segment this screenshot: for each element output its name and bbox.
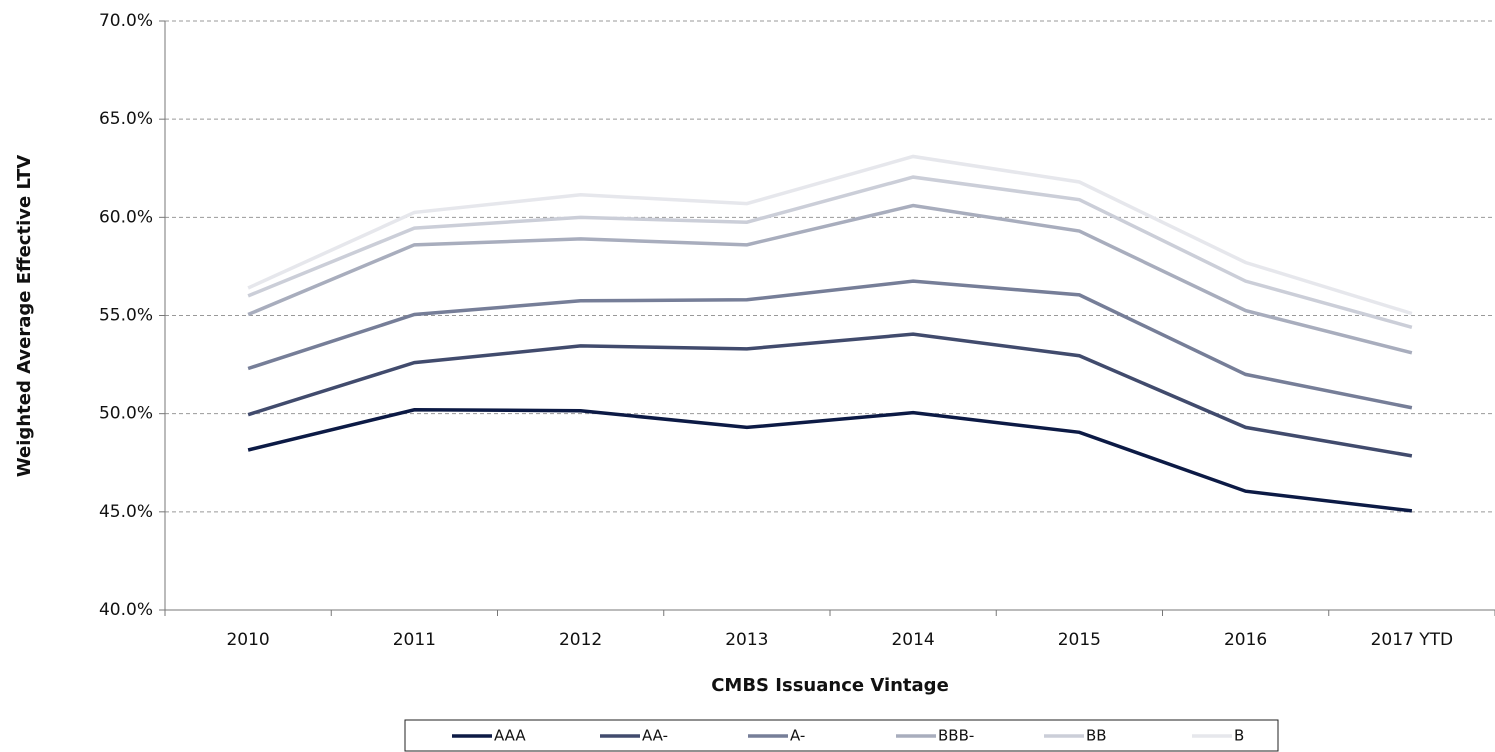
legend-box <box>404 719 1279 752</box>
legend-label: BB <box>1086 727 1107 745</box>
legend-label: B <box>1234 727 1244 745</box>
y-tick-label: 50.0% <box>99 404 153 424</box>
series-line <box>247 332 1413 458</box>
legend-label: A- <box>790 727 805 745</box>
y-tick-label: 45.0% <box>99 502 153 522</box>
y-axis-title: Weighted Average Effective LTV <box>14 155 35 477</box>
series-line <box>247 175 1413 329</box>
y-tick-label: 70.0% <box>99 11 153 31</box>
series-line <box>247 203 1413 355</box>
x-tick-label: 2017 YTD <box>1371 630 1454 650</box>
series-line <box>247 407 1413 513</box>
x-tick-label: 2014 <box>891 630 934 650</box>
y-tick-label: 60.0% <box>99 207 153 227</box>
legend-label: AA- <box>642 727 668 745</box>
x-tick-label: 2013 <box>725 630 768 650</box>
x-tick-label: 2012 <box>559 630 602 650</box>
x-tick-label: 2011 <box>393 630 436 650</box>
x-tick-label: 2010 <box>226 630 269 650</box>
legend-label: AAA <box>494 727 526 745</box>
x-tick-label: 2016 <box>1224 630 1267 650</box>
legend-label: BBB- <box>938 727 974 745</box>
y-tick-label: 40.0% <box>99 600 153 620</box>
x-tick-label: 2015 <box>1058 630 1101 650</box>
y-tick-label: 55.0% <box>99 306 153 326</box>
x-axis-title: CMBS Issuance Vintage <box>711 675 949 696</box>
y-tick-label: 65.0% <box>99 109 153 129</box>
series-line <box>247 279 1413 410</box>
series-line <box>247 154 1413 316</box>
